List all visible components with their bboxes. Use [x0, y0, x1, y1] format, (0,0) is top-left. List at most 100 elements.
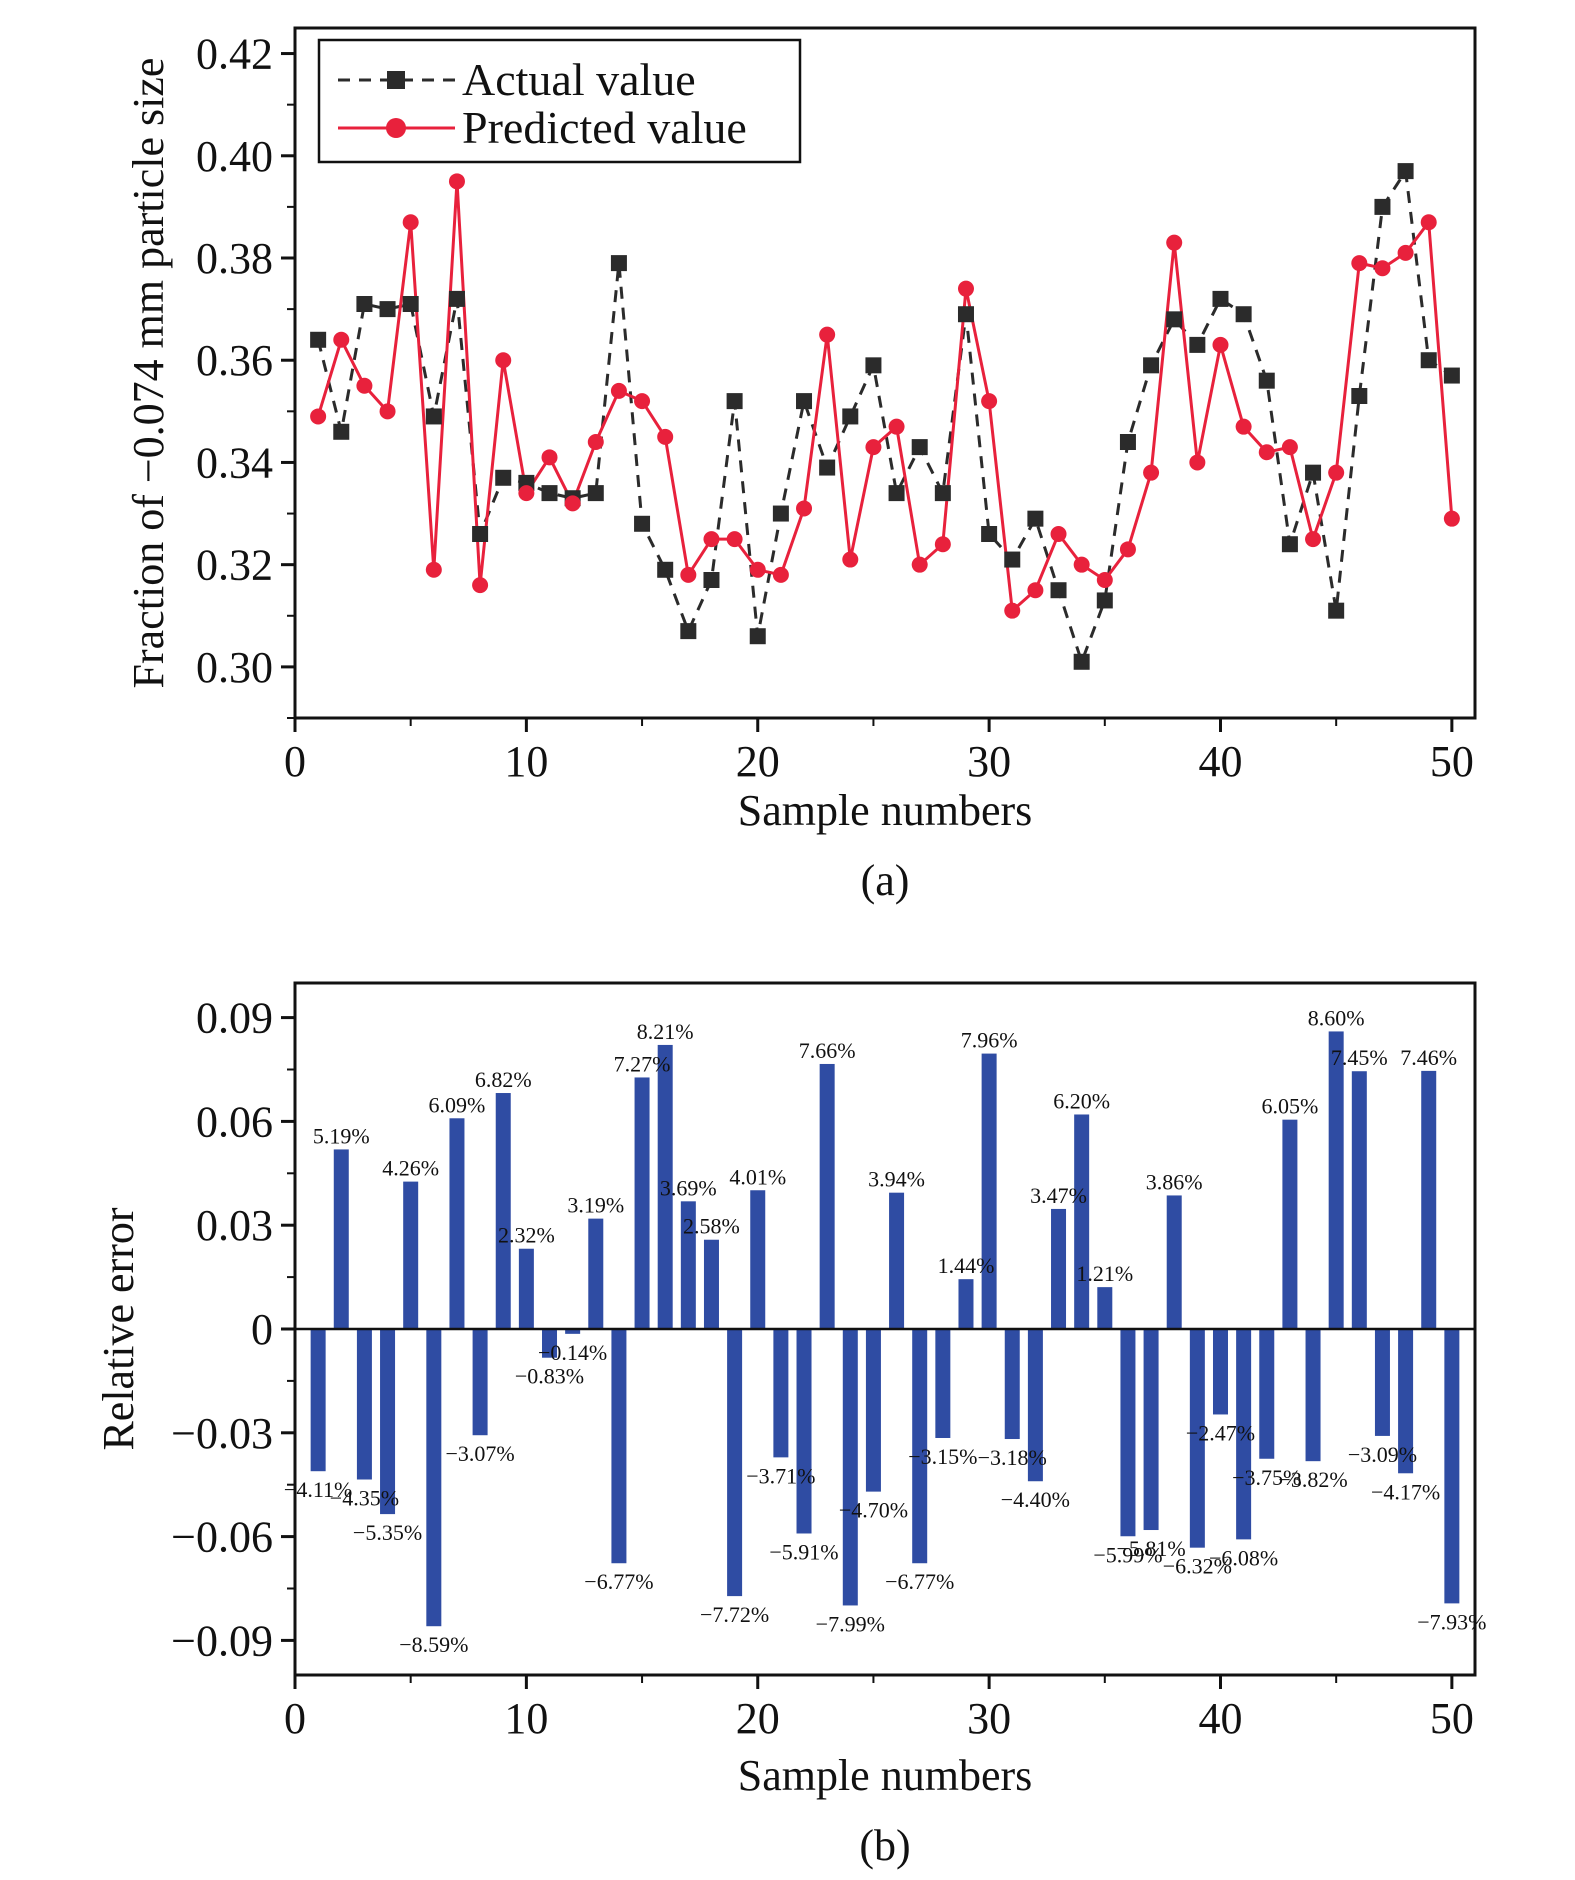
actual-value-point [1073, 653, 1090, 670]
relative-error-bar [565, 1329, 581, 1334]
relative-error-bar [380, 1329, 396, 1515]
panel-a-ytick-label: 0.42 [196, 30, 273, 79]
predicted-value-point [564, 495, 581, 512]
panel-a-legend: Actual value Predicted value [317, 38, 802, 164]
predicted-value-point [587, 434, 604, 450]
relative-error-bar [634, 1077, 650, 1329]
predicted-value-point [356, 377, 373, 394]
relative-error-label: 3.69% [660, 1175, 717, 1200]
relative-error-bar [518, 1248, 534, 1329]
panel-b-ticks: 0 10 20 30 40 50 −0.09 −0.06 −0.03 0 0.03 0.06 0.09 [171, 994, 1474, 1743]
relative-error-label: 7.66% [799, 1038, 856, 1063]
predicted-value-point [703, 531, 720, 548]
relative-error-bar [1166, 1195, 1182, 1329]
predicted-value-point [865, 439, 882, 456]
predicted-value-point [819, 326, 836, 343]
actual-value-point [1004, 551, 1021, 568]
actual-value-point [657, 561, 674, 578]
actual-value-point [333, 423, 350, 440]
relative-error-label: −6.08% [1209, 1545, 1278, 1570]
relative-error-label: −4.40% [1001, 1487, 1070, 1512]
actual-value-line [316, 166, 1453, 667]
panel-b-ytick-label: 0 [251, 1305, 273, 1354]
actual-value-point [425, 408, 442, 425]
panel-a-xtick-label: 40 [1198, 737, 1242, 786]
relative-error-label: 6.09% [429, 1092, 486, 1117]
relative-error-label: −3.82% [1278, 1467, 1347, 1492]
predicted-value-point [310, 408, 327, 425]
relative-error-bar [842, 1329, 858, 1606]
predicted-value-point [957, 280, 974, 297]
actual-value-point [772, 505, 789, 522]
panel-a-ytick-label: 0.36 [196, 336, 273, 385]
predicted-value-point [1258, 444, 1275, 461]
relative-error-label: 3.94% [868, 1167, 925, 1192]
relative-error-label: 7.46% [1400, 1045, 1457, 1070]
relative-error-bar [1004, 1329, 1020, 1440]
legend-predicted-label: Predicted value [462, 102, 747, 153]
relative-error-label: −4.11% [284, 1477, 352, 1502]
predicted-value-point [1119, 541, 1136, 558]
panel-a-ytick-label: 0.30 [196, 643, 273, 692]
actual-value-point [1281, 536, 1298, 553]
relative-error-label: −0.83% [515, 1364, 584, 1389]
panel-a-ytick-label: 0.40 [196, 132, 273, 181]
predicted-value-line [316, 181, 1454, 614]
legend-predicted-marker [386, 118, 406, 138]
actual-value-point [1351, 388, 1368, 404]
actual-value-point [356, 296, 373, 312]
predicted-value-point [1235, 418, 1252, 435]
relative-error-label: −5.81% [1116, 1536, 1185, 1561]
relative-error-bar [680, 1201, 696, 1329]
actual-value-point [402, 296, 419, 312]
relative-error-bar [472, 1329, 488, 1436]
relative-error-bar [1051, 1208, 1067, 1329]
relative-error-bar [611, 1329, 627, 1564]
predicted-value-point [1004, 602, 1021, 619]
actual-value-point [981, 526, 998, 542]
relative-error-bar [773, 1329, 789, 1458]
panel-b-bar-chart: 0 10 20 30 40 50−0.09−0.06−0.0300.030.060.09 … [94, 981, 1487, 1870]
relative-error-label: −7.93% [1417, 1609, 1486, 1634]
predicted-value-point [842, 551, 859, 568]
panel-a-xtick-label: 10 [504, 737, 548, 786]
relative-error-bar [1236, 1329, 1252, 1540]
predicted-value-point [911, 556, 928, 573]
predicted-value-point [518, 485, 535, 502]
predicted-value-point [772, 566, 789, 583]
actual-value-point [1143, 357, 1160, 374]
relative-error-label: 5.19% [313, 1123, 370, 1148]
panel-b-bar-labels: −4.11% 5.19% −4.35% −5.35% 4.26% −8.59% 6.09% −… [284, 1005, 1487, 1657]
relative-error-label: −3.71% [746, 1463, 815, 1488]
panel-b-ytick-label: 0.03 [196, 1201, 273, 1250]
relative-error-label: −6.32% [1163, 1554, 1232, 1579]
panel-a-series [310, 163, 1460, 670]
relative-error-bar [865, 1329, 881, 1492]
panel-b-ytick-label: 0.06 [196, 1097, 273, 1146]
predicted-value-point [1305, 531, 1322, 548]
relative-error-bar [1282, 1119, 1298, 1329]
actual-value-point [703, 572, 720, 588]
predicted-value-point [1443, 510, 1460, 527]
actual-value-point [1235, 306, 1252, 323]
actual-value-point [541, 485, 558, 502]
predicted-value-point [680, 566, 697, 583]
relative-error-bar [1259, 1329, 1275, 1459]
relative-error-bar [1189, 1329, 1205, 1548]
panel-a-label: (a) [861, 856, 910, 905]
predicted-value-point [981, 393, 998, 410]
panel-b-xtick-label: 0 [284, 1694, 306, 1743]
relative-error-bar [750, 1190, 766, 1329]
actual-value-point [911, 439, 928, 456]
relative-error-bar [703, 1239, 719, 1329]
relative-error-label: 1.44% [938, 1253, 995, 1278]
predicted-value-point [495, 352, 512, 369]
relative-error-label: −0.14% [538, 1340, 607, 1365]
relative-error-bar [958, 1279, 974, 1329]
actual-value-point [1258, 372, 1275, 389]
panel-b-ytick-label: −0.03 [171, 1409, 273, 1458]
predicted-value-point [1397, 244, 1414, 261]
predicted-value-point [1143, 464, 1160, 481]
panel-b-ytick-label: −0.06 [171, 1513, 273, 1562]
relative-error-label: −4.17% [1371, 1479, 1440, 1504]
